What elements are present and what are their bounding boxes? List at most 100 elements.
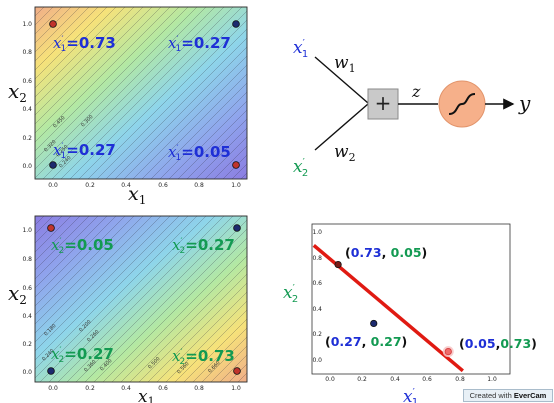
input-x2-label: x′ 2 bbox=[293, 157, 308, 179]
x-tick-label: 0.4 bbox=[121, 385, 131, 392]
scatter-points bbox=[334, 260, 454, 358]
x-tick-label: 0.0 bbox=[48, 182, 58, 189]
contour-line bbox=[35, 7, 171, 143]
y-tick-label: 0.2 bbox=[22, 135, 32, 142]
contour-line bbox=[35, 216, 90, 271]
contour-line bbox=[35, 7, 153, 125]
contour-line bbox=[35, 216, 171, 352]
watermark-brand: EverCam bbox=[513, 391, 547, 400]
annotation-bottom-right: x′ 2=0.73 bbox=[172, 347, 235, 367]
x-tick-label: 0.2 bbox=[85, 182, 95, 189]
contour-line bbox=[35, 7, 90, 62]
x-tick-label: 0.0 bbox=[325, 376, 335, 383]
contour-line bbox=[177, 109, 247, 179]
data-point-red bbox=[233, 367, 241, 375]
data-point-navy bbox=[232, 20, 240, 28]
contour-line bbox=[141, 73, 247, 179]
x-tick-label: 0.2 bbox=[357, 376, 367, 383]
contour-line bbox=[48, 216, 216, 382]
output-label: y bbox=[518, 91, 531, 115]
x-tick-label: 0.2 bbox=[85, 385, 95, 392]
x-tick-label: 1.0 bbox=[231, 182, 241, 189]
contour-line bbox=[35, 216, 81, 262]
x-tick-label: 0.4 bbox=[121, 182, 131, 189]
annotation-bottom-left: x′ 1=0.27 bbox=[53, 141, 116, 161]
input-edge-1 bbox=[314, 56, 369, 104]
contour-line bbox=[84, 219, 247, 382]
contour-line bbox=[35, 216, 126, 307]
contour-line bbox=[35, 7, 72, 44]
scatter-y-axis-label: x′ 2 bbox=[283, 283, 298, 305]
annotation-top-left: x′ 2=0.05 bbox=[51, 236, 114, 256]
y-tick-label: 0.4 bbox=[312, 306, 322, 313]
x-tick-label: 0.8 bbox=[194, 385, 204, 392]
contour-line bbox=[132, 64, 247, 179]
scatter-x-axis-label: x′ 1 bbox=[403, 387, 418, 403]
input-edge-2 bbox=[314, 103, 369, 151]
contour-line bbox=[123, 55, 247, 179]
neuron-diagram: x′ 1 x′ 2 w1 w2 + z y bbox=[293, 38, 531, 179]
plot-bottom-x-axis-label: x1 bbox=[138, 387, 155, 403]
y-tick-label: 0.4 bbox=[22, 106, 32, 113]
contour-line bbox=[35, 7, 162, 134]
contour-line bbox=[35, 216, 99, 280]
plot-bottom-y-ticks: 0.0 0.2 0.4 0.6 0.8 1.0 bbox=[22, 227, 32, 376]
contour-line bbox=[75, 216, 243, 382]
input-x1-label: x′ 1 bbox=[293, 38, 308, 60]
contour-line bbox=[35, 7, 135, 107]
weight-w2-label: w2 bbox=[334, 142, 356, 164]
annotation-bottom-left: x′ 2=0.27 bbox=[51, 345, 114, 365]
contour-line bbox=[35, 216, 117, 298]
point-label-1: (0.27, 0.27) bbox=[325, 334, 407, 349]
contour-line bbox=[35, 216, 180, 361]
contour-line bbox=[35, 7, 144, 116]
contour-line bbox=[195, 127, 247, 179]
contour-line bbox=[35, 216, 153, 334]
contour-line bbox=[35, 7, 180, 152]
contour-line bbox=[93, 228, 247, 382]
y-tick-label: 0.6 bbox=[312, 280, 322, 287]
contour-line bbox=[69, 7, 243, 179]
y-tick-label: 1.0 bbox=[22, 21, 32, 28]
y-tick-label: 0.8 bbox=[22, 256, 32, 263]
data-point-red bbox=[49, 20, 57, 28]
contour-line bbox=[35, 216, 162, 343]
contour-line bbox=[35, 216, 189, 370]
x-tick-label: 0.8 bbox=[455, 376, 465, 383]
x-tick-label: 1.0 bbox=[231, 385, 241, 392]
contour-line bbox=[51, 7, 225, 179]
x-tick-label: 1.0 bbox=[487, 376, 497, 383]
plot-bottom-annotations: x′ 2=0.05 x′ 2=0.27 x′ 2=0.27 x′ 2=0.73 bbox=[51, 236, 235, 367]
x-tick-label: 0.6 bbox=[158, 385, 168, 392]
contour-line bbox=[35, 7, 189, 161]
contour-line bbox=[183, 318, 247, 382]
contour-line bbox=[192, 327, 247, 382]
data-point-navy bbox=[47, 367, 55, 375]
watermark-prefix: Created with bbox=[469, 391, 514, 400]
contour-line bbox=[35, 216, 135, 316]
sigmoid-curve-icon bbox=[448, 93, 476, 115]
annotation-bottom-right: x′ 1=0.05 bbox=[168, 143, 231, 163]
plot-top-x-ticks: 0.0 0.2 0.4 0.6 0.8 1.0 bbox=[48, 182, 241, 189]
contour-line bbox=[204, 136, 247, 179]
contour-line bbox=[150, 82, 247, 179]
evercam-watermark: Created with EverCam bbox=[463, 389, 553, 402]
y-tick-label: 0.6 bbox=[22, 285, 32, 292]
scatter-plot: 0.0 0.2 0.4 0.6 0.8 1.0 0.0 0.2 0.4 0.6 … bbox=[283, 223, 537, 403]
plot-top-frame bbox=[34, 6, 248, 180]
contour-line bbox=[35, 7, 117, 89]
adder-symbol: + bbox=[375, 91, 392, 115]
y-tick-label: 0.0 bbox=[312, 357, 322, 364]
contour-line bbox=[35, 7, 99, 71]
contour-line bbox=[174, 309, 247, 382]
contour-line bbox=[35, 7, 126, 98]
x-tick-label: 0.4 bbox=[390, 376, 400, 383]
scatter-point-1 bbox=[370, 319, 378, 328]
plot-bottom-x-ticks: 0.0 0.2 0.4 0.6 0.8 1.0 bbox=[48, 385, 241, 392]
plot-top: 0.450 0.300 0.320 0.250 0.240 0.0 0.2 0.… bbox=[8, 6, 248, 207]
x-tick-label: 0.6 bbox=[158, 182, 168, 189]
annotation-top-right: x′ 1=0.27 bbox=[168, 34, 231, 54]
annotation-top-right: x′ 2=0.27 bbox=[172, 236, 235, 256]
plot-top-y-ticks: 0.0 0.2 0.4 0.6 0.8 1.0 bbox=[22, 21, 32, 170]
